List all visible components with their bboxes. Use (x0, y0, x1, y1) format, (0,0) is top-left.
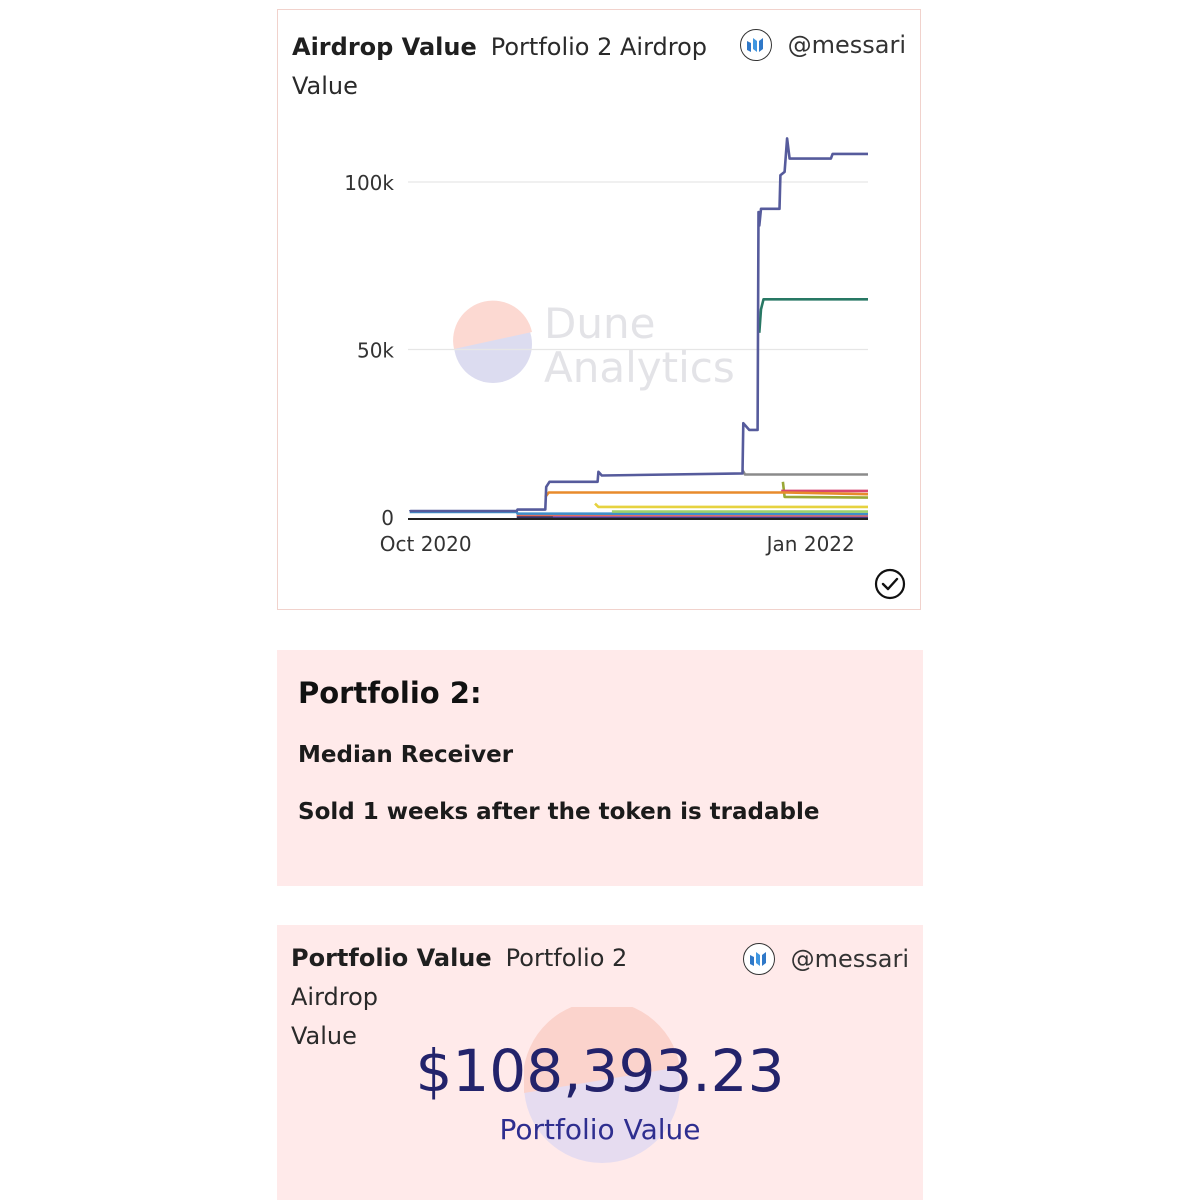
card-title: Airdrop Value (292, 33, 477, 61)
chart-series (408, 137, 869, 519)
series-line (741, 469, 868, 476)
watermark-line1: Dune (544, 299, 655, 348)
chart-grid (408, 181, 868, 520)
y-tick-label: 0 (381, 506, 394, 530)
x-tick-label: Jan 2022 (765, 532, 855, 556)
check-circle-icon (874, 568, 906, 600)
watermark-circle-top (453, 300, 532, 349)
series-line (758, 297, 868, 333)
y-axis-ticks: 0 50k 100k (344, 171, 394, 530)
portfolio-value-label: Portfolio Value (499, 1113, 701, 1146)
portfolio-description-card: Portfolio 2: Median Receiver Sold 1 week… (277, 650, 923, 886)
portfolio-strategy: Sold 1 weeks after the token is tradable (298, 799, 820, 825)
portfolio-value-card: Portfolio Value Portfolio 2 Airdrop Value… (277, 925, 923, 1200)
card-subtitle-2: Value (292, 72, 358, 100)
card-subtitle-1: Portfolio 2 Airdrop (291, 944, 628, 1011)
y-tick-label: 100k (344, 171, 394, 195)
messari-logo-icon (739, 29, 772, 61)
brand-handle: @messari (790, 945, 909, 973)
airdrop-value-card: Dune Analytics 0 50k 100k Oct 2020 Jan 2022… (277, 9, 921, 610)
watermark: Dune Analytics (453, 299, 735, 392)
portfolio-receiver: Median Receiver (298, 742, 514, 768)
watermark-line2: Analytics (544, 343, 735, 392)
card-subtitle-2: Value (291, 1022, 357, 1050)
x-tick-label: Oct 2020 (380, 532, 472, 556)
card-header: Airdrop Value Portfolio 2 Airdrop Value (292, 28, 722, 106)
series-line (781, 481, 869, 499)
series-line (594, 502, 868, 509)
brand-handle: @messari (787, 31, 906, 59)
y-tick-label: 50k (357, 339, 394, 363)
messari-logo-icon (742, 943, 775, 975)
portfolio-value: $108,393.23 (415, 1037, 785, 1105)
x-axis-ticks: Oct 2020 Jan 2022 (380, 532, 855, 556)
card-title: Portfolio Value (291, 944, 492, 972)
card-subtitle-1: Portfolio 2 Airdrop (490, 33, 708, 61)
watermark-circle (524, 1007, 680, 1163)
portfolio-heading: Portfolio 2: (298, 676, 482, 710)
airdrop-value-chart: Dune Analytics 0 50k 100k Oct 2020 Jan 2022 (344, 137, 869, 556)
brand[interactable]: @messari (742, 942, 909, 976)
series-line (408, 137, 868, 513)
brand[interactable]: @messari (739, 28, 906, 62)
card-header: Portfolio Value Portfolio 2 Airdrop Value (291, 939, 721, 1056)
